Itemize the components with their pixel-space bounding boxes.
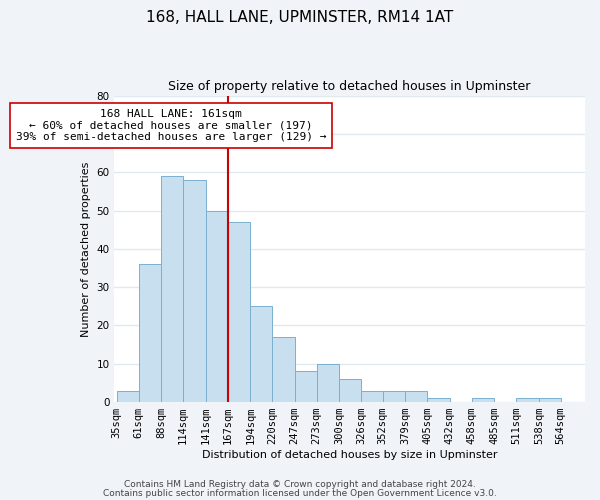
Bar: [406, 390, 427, 402]
Text: 168 HALL LANE: 161sqm
← 60% of detached houses are smaller (197)
39% of semi-det: 168 HALL LANE: 161sqm ← 60% of detached …: [16, 109, 326, 142]
Bar: [161, 176, 183, 402]
Bar: [272, 337, 295, 402]
Bar: [117, 390, 139, 402]
Text: Contains HM Land Registry data © Crown copyright and database right 2024.: Contains HM Land Registry data © Crown c…: [124, 480, 476, 489]
Bar: [295, 372, 317, 402]
Bar: [139, 264, 161, 402]
Bar: [317, 364, 339, 402]
Bar: [427, 398, 450, 402]
X-axis label: Distribution of detached houses by size in Upminster: Distribution of detached houses by size …: [202, 450, 497, 460]
Y-axis label: Number of detached properties: Number of detached properties: [81, 161, 91, 336]
Text: Contains public sector information licensed under the Open Government Licence v3: Contains public sector information licen…: [103, 488, 497, 498]
Bar: [361, 390, 383, 402]
Bar: [383, 390, 406, 402]
Bar: [183, 180, 206, 402]
Bar: [227, 222, 250, 402]
Text: 168, HALL LANE, UPMINSTER, RM14 1AT: 168, HALL LANE, UPMINSTER, RM14 1AT: [146, 10, 454, 25]
Bar: [539, 398, 560, 402]
Bar: [472, 398, 494, 402]
Bar: [339, 379, 361, 402]
Bar: [206, 210, 227, 402]
Bar: [516, 398, 539, 402]
Title: Size of property relative to detached houses in Upminster: Size of property relative to detached ho…: [169, 80, 531, 93]
Bar: [250, 306, 272, 402]
